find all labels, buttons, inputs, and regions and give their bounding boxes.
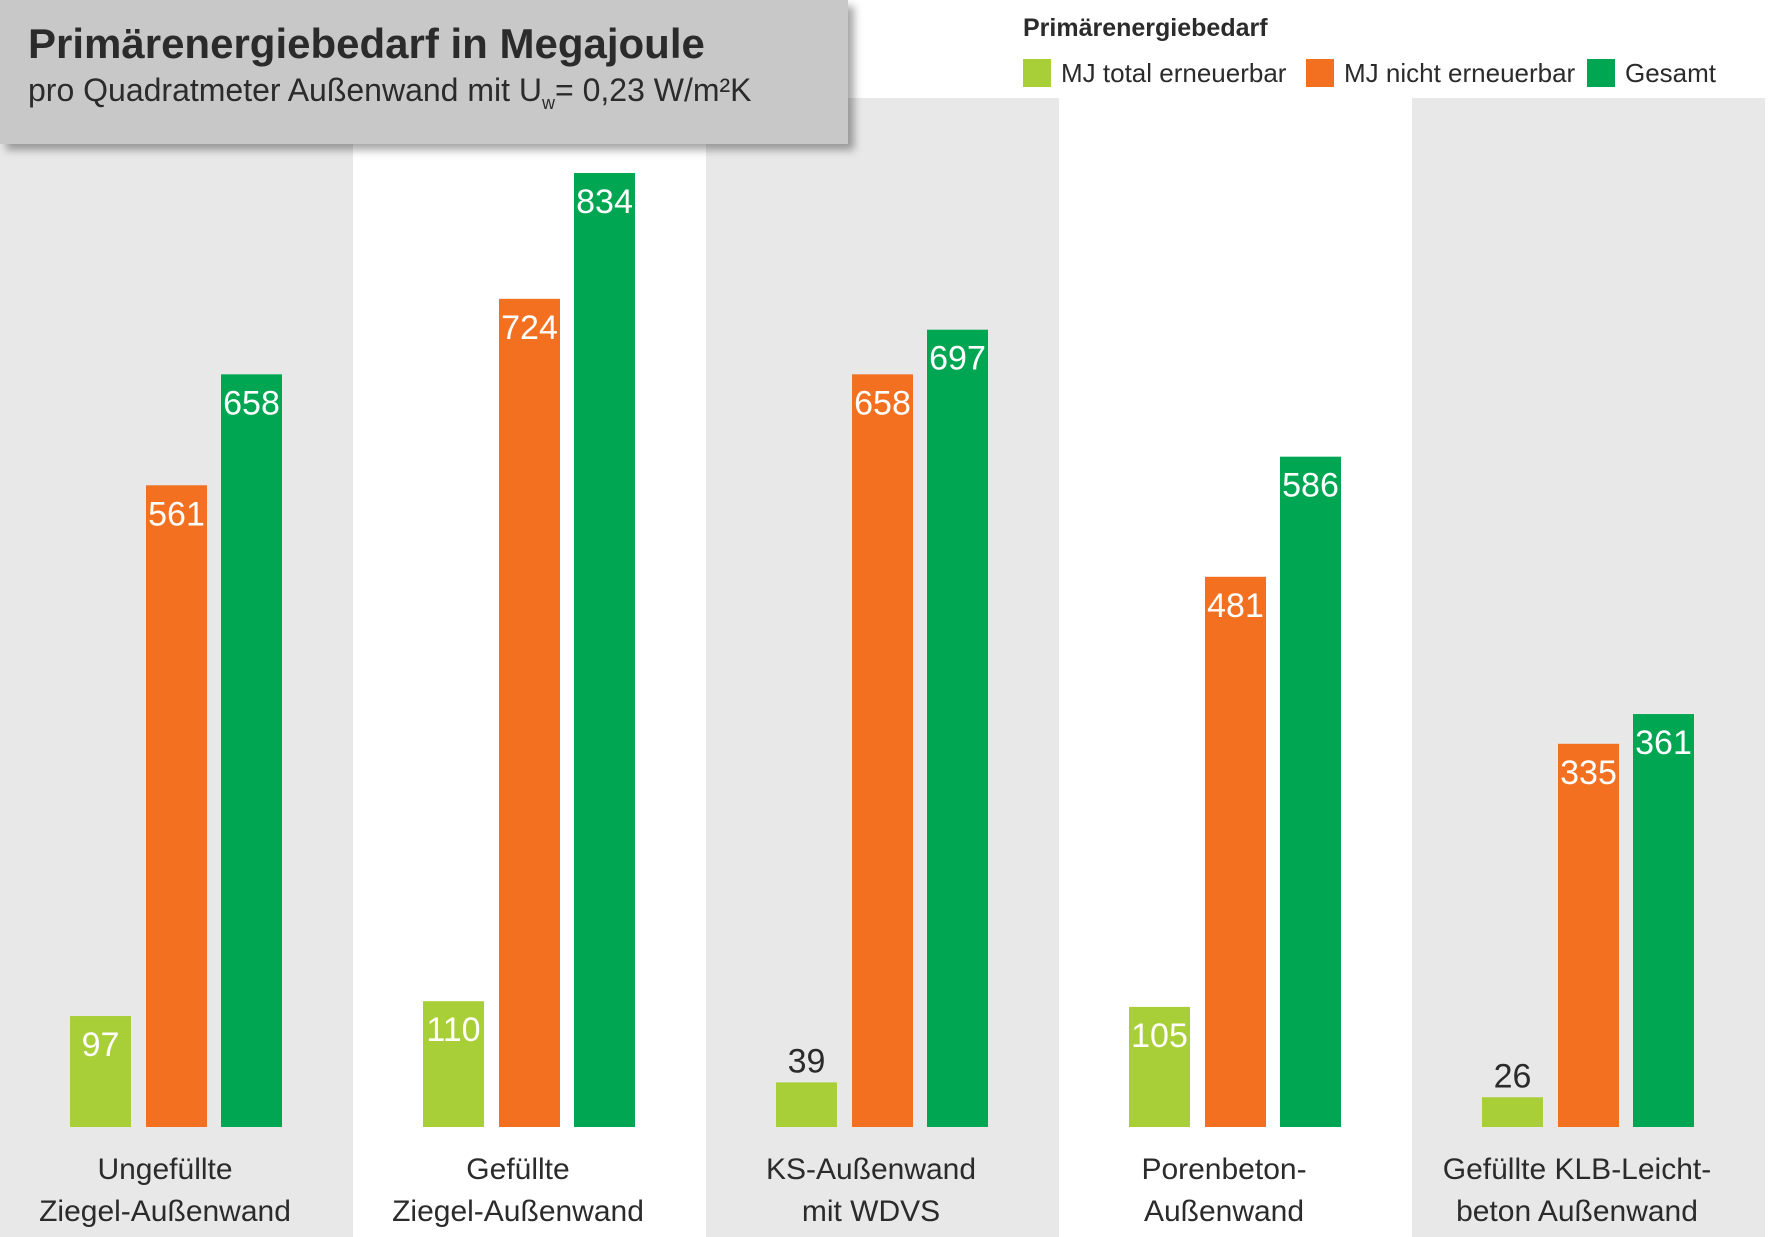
subtitle-suffix: = 0,23 W/m²K [555,72,752,108]
value-label-mj-total-erneuerbar-2: 110 [426,1011,480,1049]
value-label-mj-nicht-erneuerbar-5: 335 [1560,754,1617,792]
bar-mj-nicht-erneuerbar-2 [499,298,560,1127]
value-label-mj-nicht-erneuerbar-3: 658 [854,384,911,422]
category-label-5-line-2: beton Außenwand [1456,1195,1698,1228]
bar-gesamt-5 [1633,714,1694,1127]
legend-swatch-total [1587,59,1615,87]
category-label-4-line-1: Porenbeton- [1141,1153,1306,1186]
bar-gesamt-1 [221,374,282,1127]
legend-label-renewable: MJ total erneuerbar [1061,57,1287,88]
legend-swatch-renewable [1023,59,1051,87]
legend-item-renewable: MJ total erneuerbar [1023,58,1286,88]
value-label-mj-nicht-erneuerbar-1: 561 [148,495,205,533]
bar-mj-total-erneuerbar-2 [423,1001,484,1127]
bar-mj-total-erneuerbar-3 [776,1082,837,1127]
bar-mj-nicht-erneuerbar-3 [852,374,913,1127]
value-label-mj-nicht-erneuerbar-4: 481 [1207,587,1264,625]
category-label-4-line-2: Außenwand [1144,1195,1304,1228]
bar-mj-nicht-erneuerbar-5 [1558,743,1619,1127]
bar-gesamt-4 [1280,456,1341,1127]
category-label-5-line-1: Gefüllte KLB-Leicht- [1443,1153,1711,1186]
legend-title: Primärenergiebedarf [1023,14,1268,42]
bar-gesamt-2 [574,173,635,1127]
subtitle-prefix: pro Quadratmeter Außenwand mit U [28,72,543,108]
category-label-2-line-2: Ziegel-Außenwand [392,1195,644,1228]
legend-swatch-non-renewable [1306,59,1334,87]
chart-subtitle: pro Quadratmeter Außenwand mit Uw= 0,23 … [28,72,752,114]
bar-mj-nicht-erneuerbar-1 [146,485,207,1127]
category-label-1-line-1: Ungefüllte [97,1153,232,1186]
bar-mj-nicht-erneuerbar-4 [1205,576,1266,1127]
category-label-3-line-2: mit WDVS [802,1195,940,1228]
category-label-2-line-1: Gefüllte [466,1153,569,1186]
legend-label-total: Gesamt [1625,57,1717,88]
value-label-mj-nicht-erneuerbar-2: 724 [501,309,558,347]
value-label-gesamt-5: 361 [1635,724,1692,762]
value-label-gesamt-1: 658 [223,384,280,422]
legend-label-non-renewable: MJ nicht erneuerbar [1344,57,1576,88]
value-label-mj-total-erneuerbar-3: 39 [788,1042,826,1080]
value-label-mj-total-erneuerbar-1: 97 [82,1026,120,1064]
legend-item-total: Gesamt [1587,58,1716,88]
value-label-mj-total-erneuerbar-4: 105 [1131,1017,1188,1055]
chart-title: Primärenergiebedarf in Megajoule [28,20,705,67]
category-label-1-line-2: Ziegel-Außenwand [39,1195,291,1228]
legend-item-non-renewable: MJ nicht erneuerbar [1306,58,1575,88]
subtitle-subscript: w [542,93,556,113]
category-label-3-line-1: KS-Außenwand [766,1153,976,1186]
bar-mj-total-erneuerbar-4 [1129,1006,1190,1127]
title-box: Primärenergiebedarf in Megajoule pro Qua… [0,0,848,144]
value-label-gesamt-3: 697 [929,340,986,378]
value-label-gesamt-4: 586 [1282,467,1339,505]
value-label-gesamt-2: 834 [576,183,633,221]
value-label-mj-total-erneuerbar-5: 26 [1494,1057,1532,1095]
bar-mj-total-erneuerbar-1 [70,1016,131,1127]
bar-gesamt-3 [927,329,988,1127]
bar-mj-total-erneuerbar-5 [1482,1097,1543,1127]
